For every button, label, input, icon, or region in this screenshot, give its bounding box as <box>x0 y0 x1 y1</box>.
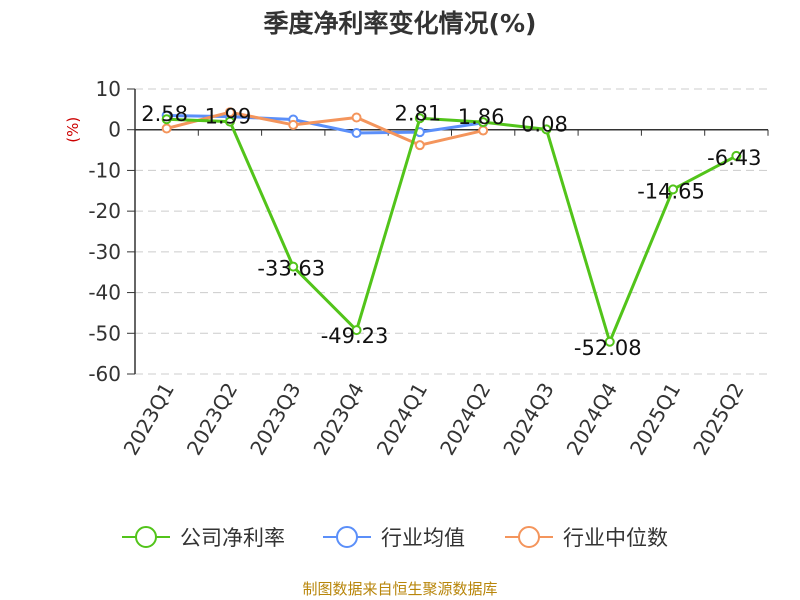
x-tick-label: 2025Q1 <box>625 379 685 460</box>
legend-marker <box>336 526 358 548</box>
legend-label: 行业均值 <box>381 526 465 550</box>
y-tick-label: -60 <box>88 362 121 386</box>
series-line <box>166 116 738 344</box>
data-point <box>224 116 235 127</box>
legend-marker <box>135 526 157 548</box>
y-tick-label: -40 <box>88 281 121 305</box>
data-label: -6.43 <box>707 146 761 170</box>
data-label: 1.99 <box>205 105 252 129</box>
x-tick-label: 2023Q1 <box>119 379 179 460</box>
y-tick-label: 10 <box>96 77 121 101</box>
x-tick-label: 2024Q1 <box>372 379 432 460</box>
data-point <box>161 114 172 125</box>
y-tick-label: -10 <box>88 158 121 182</box>
x-tick-label: 2023Q4 <box>308 379 368 460</box>
x-tick-label: 2024Q3 <box>498 379 558 460</box>
y-tick-label: -50 <box>88 321 121 345</box>
data-label: 0.08 <box>521 112 568 136</box>
series-line <box>166 110 484 147</box>
data-point <box>541 124 552 135</box>
data-label: -33.63 <box>257 257 325 281</box>
data-point <box>351 112 362 123</box>
data-label: 2.81 <box>394 101 441 125</box>
data-point <box>414 140 425 151</box>
legend-label: 公司净利率 <box>180 526 285 550</box>
series-line <box>166 113 484 135</box>
y-tick-label: -30 <box>88 240 121 264</box>
y-axis-label: (%) <box>64 117 82 143</box>
data-label: -49.23 <box>321 324 389 348</box>
data-point <box>731 150 742 161</box>
data-label: 2.58 <box>141 102 188 126</box>
data-point <box>351 127 362 138</box>
y-tick-label: 0 <box>108 118 121 142</box>
data-point <box>161 123 172 134</box>
x-tick-label: 2025Q2 <box>688 379 748 460</box>
data-point <box>414 113 425 124</box>
legend-label: 行业中位数 <box>563 526 668 550</box>
x-tick-label: 2023Q2 <box>182 379 242 460</box>
data-point <box>478 117 489 128</box>
data-label: 1.86 <box>458 105 505 129</box>
data-point <box>288 119 299 130</box>
data-point <box>668 184 679 195</box>
source-note: 制图数据来自恒生聚源数据库 <box>302 580 498 598</box>
data-point <box>604 336 615 347</box>
data-label: -52.08 <box>574 336 642 360</box>
data-point <box>351 325 362 336</box>
data-point <box>224 107 235 118</box>
legend-marker <box>518 526 540 548</box>
x-tick-label: 2024Q4 <box>562 379 622 460</box>
data-label: -14.65 <box>637 179 705 203</box>
x-tick-label: 2023Q3 <box>245 379 305 460</box>
x-tick-label: 2024Q2 <box>435 379 495 460</box>
data-point <box>288 261 299 272</box>
y-tick-label: -20 <box>88 199 121 223</box>
chart-title: 季度净利率变化情况(%) <box>263 9 537 38</box>
